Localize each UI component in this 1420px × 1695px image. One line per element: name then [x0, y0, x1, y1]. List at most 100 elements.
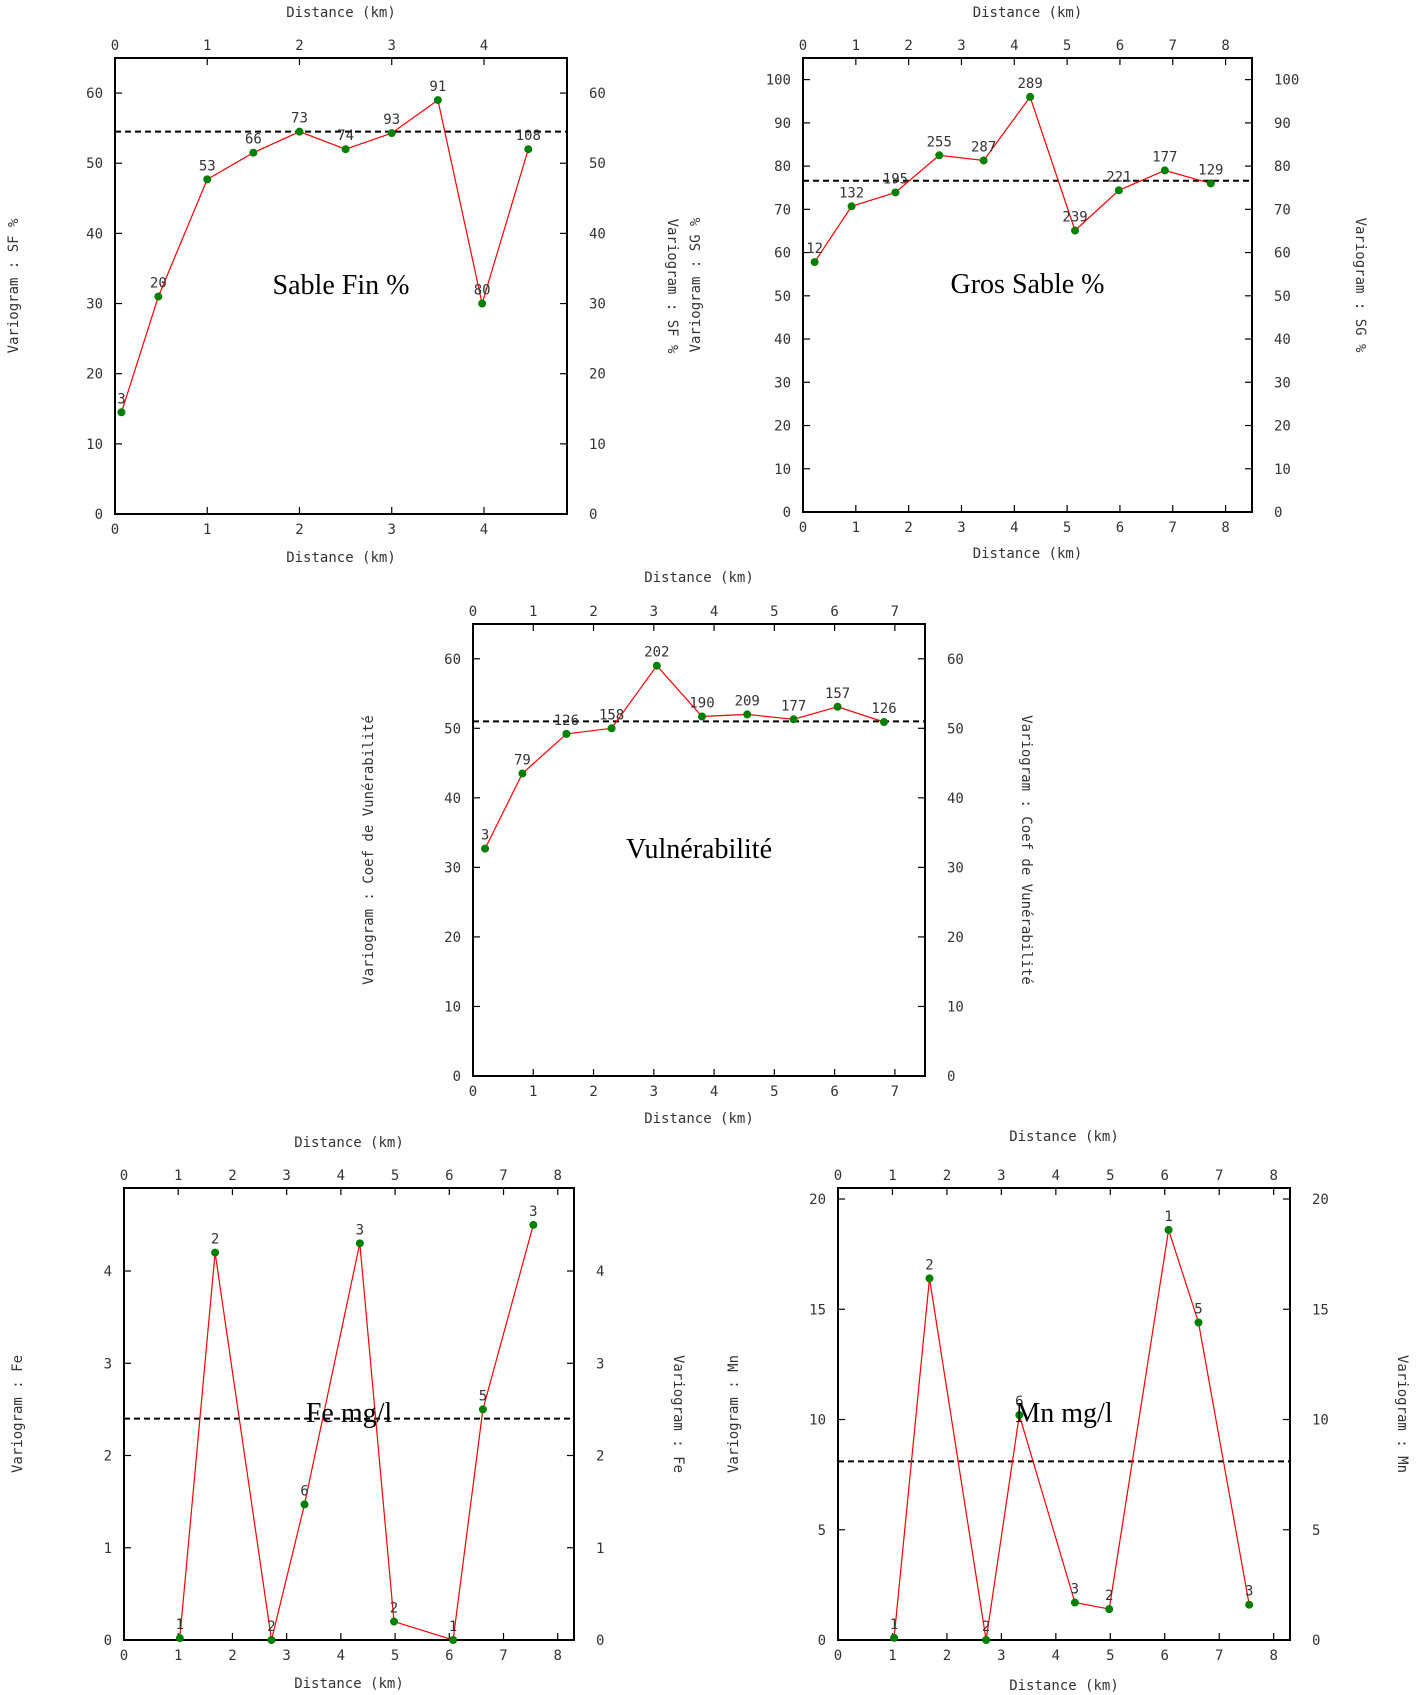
y-tick-label-right: 1	[596, 1541, 604, 1557]
x-tick-label-bottom: 0	[111, 522, 119, 538]
data-point	[935, 151, 944, 160]
x-tick-label-top: 5	[1106, 1168, 1114, 1184]
data-point	[1105, 1605, 1114, 1614]
y-tick-label-right: 10	[1312, 1413, 1329, 1429]
point-count-label: 108	[516, 128, 541, 144]
y-tick-label-left: 50	[444, 721, 461, 737]
x-tick-label-bottom: 4	[337, 1648, 345, 1664]
x-axis-title-bottom: Distance (km)	[644, 1111, 754, 1127]
x-tick-label-top: 3	[650, 604, 658, 620]
point-count-label: 158	[599, 707, 624, 723]
data-point	[1070, 1598, 1079, 1607]
x-tick-label-top: 7	[1169, 38, 1177, 54]
point-count-label: 177	[1152, 149, 1177, 165]
data-point	[355, 1239, 364, 1248]
y-tick-label-left: 15	[809, 1302, 826, 1318]
x-tick-label-top: 3	[282, 1168, 290, 1184]
x-tick-label-top: 4	[480, 38, 488, 54]
x-tick-label-top: 7	[891, 604, 899, 620]
point-count-label: 66	[245, 132, 262, 148]
y-tick-label-left: 0	[783, 505, 791, 521]
data-point	[1164, 1225, 1173, 1234]
x-tick-label-top: 8	[1269, 1168, 1277, 1184]
panel-title: Sable Fin %	[273, 270, 410, 301]
y-tick-label-right: 60	[947, 652, 964, 668]
panel-title: Gros Sable %	[951, 269, 1105, 300]
x-axis-title-top: Distance (km)	[1009, 1129, 1119, 1145]
data-point	[925, 1274, 934, 1283]
point-count-label: 3	[1071, 1582, 1079, 1598]
x-tick-label-bottom: 7	[1169, 520, 1177, 536]
y-axis-title-right: Variogram : SF %	[664, 219, 680, 354]
y-tick-label-left: 20	[444, 930, 461, 946]
point-count-label: 177	[781, 698, 806, 714]
y-tick-label-left: 30	[774, 375, 791, 391]
y-tick-label-right: 3	[596, 1356, 604, 1372]
x-tick-label-bottom: 1	[529, 1084, 537, 1100]
y-tick-label-left: 20	[86, 367, 103, 383]
data-point	[267, 1636, 276, 1644]
x-tick-label-top: 1	[529, 604, 537, 620]
data-point	[154, 292, 163, 301]
x-tick-label-top: 7	[499, 1168, 507, 1184]
point-count-label: 2	[211, 1232, 219, 1248]
x-tick-label-bottom: 4	[1052, 1648, 1060, 1664]
data-point	[295, 127, 304, 136]
data-point	[211, 1248, 220, 1257]
point-count-label: 93	[383, 112, 400, 128]
point-count-label: 3	[117, 391, 125, 407]
y-tick-label-left: 0	[104, 1633, 112, 1649]
plot-frame	[123, 1187, 575, 1641]
point-count-label: 2	[267, 1619, 275, 1635]
x-tick-label-bottom: 6	[830, 1084, 838, 1100]
x-tick-label-top: 1	[852, 38, 860, 54]
point-count-label: 255	[927, 134, 952, 150]
data-point	[1206, 179, 1215, 188]
data-point	[518, 769, 527, 778]
point-count-label: 3	[529, 1204, 537, 1220]
x-tick-label-top: 2	[295, 38, 303, 54]
data-point	[203, 175, 212, 184]
y-tick-label-left: 1	[104, 1541, 112, 1557]
y-tick-label-right: 50	[1274, 289, 1291, 305]
point-count-label: 80	[474, 283, 491, 299]
plot-frame	[837, 1187, 1291, 1641]
data-point	[810, 258, 819, 267]
y-tick-label-right: 100	[1274, 73, 1299, 89]
point-count-label: 221	[1106, 169, 1131, 185]
y-tick-label-left: 30	[86, 297, 103, 313]
data-point	[979, 156, 988, 165]
x-tick-label-bottom: 7	[499, 1648, 507, 1664]
point-count-label: 195	[883, 171, 908, 187]
x-tick-label-top: 5	[770, 604, 778, 620]
series-line	[179, 1224, 534, 1641]
x-tick-label-bottom: 1	[888, 1648, 896, 1664]
y-axis-title-right: Variogram : Fe	[670, 1355, 686, 1473]
x-tick-label-bottom: 2	[228, 1648, 236, 1664]
point-count-label: 209	[735, 693, 760, 709]
x-tick-label-top: 0	[111, 38, 119, 54]
y-tick-label-left: 10	[86, 437, 103, 453]
y-tick-label-right: 80	[1274, 159, 1291, 175]
y-tick-label-right: 0	[596, 1633, 604, 1649]
x-tick-label-bottom: 3	[997, 1648, 1005, 1664]
point-count-label: 53	[199, 158, 216, 174]
y-tick-label-right: 50	[589, 156, 606, 172]
y-tick-label-left: 5	[818, 1523, 826, 1539]
y-tick-label-right: 40	[1274, 332, 1291, 348]
y-tick-label-left: 30	[444, 860, 461, 876]
data-point	[1071, 226, 1080, 235]
x-tick-label-bottom: 0	[469, 1084, 477, 1100]
point-count-label: 157	[825, 686, 850, 702]
x-tick-label-top: 5	[391, 1168, 399, 1184]
y-tick-label-right: 20	[589, 367, 606, 383]
data-point	[481, 844, 490, 853]
x-tick-label-top: 3	[388, 38, 396, 54]
point-count-label: 289	[1017, 76, 1042, 92]
x-tick-label-bottom: 3	[282, 1648, 290, 1664]
x-tick-label-top: 4	[1052, 1168, 1060, 1184]
y-tick-label-right: 15	[1312, 1302, 1329, 1318]
x-tick-label-bottom: 3	[957, 520, 965, 536]
x-axis-title-top: Distance (km)	[644, 570, 754, 586]
panel-title: Mn mg/l	[1015, 1398, 1112, 1429]
